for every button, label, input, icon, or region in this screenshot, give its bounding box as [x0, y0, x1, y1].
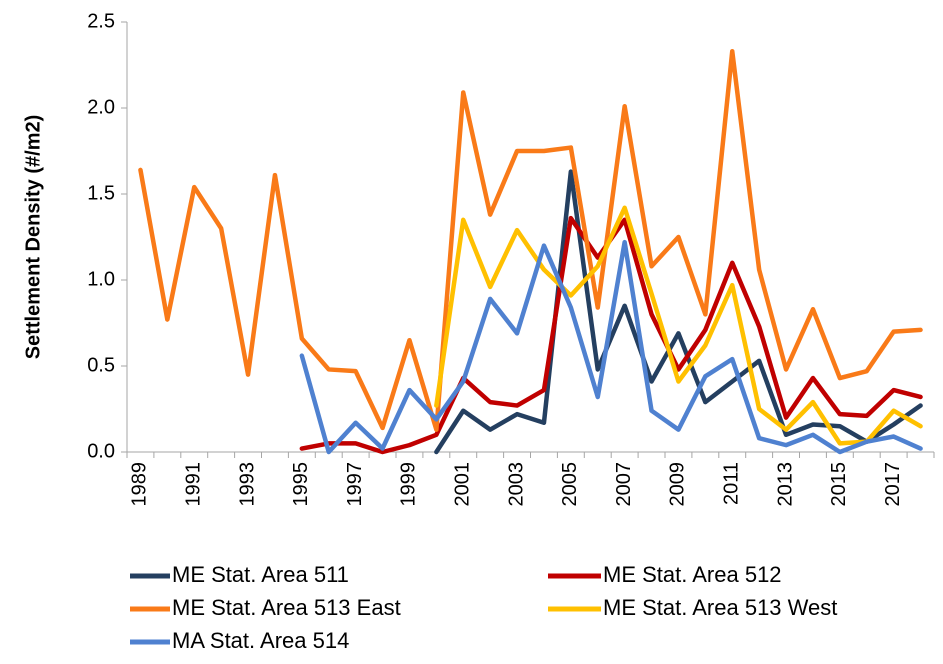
- y-tick-label: 0.5: [87, 354, 115, 376]
- series-line: [434, 205, 923, 446]
- x-tick-label: 1999: [398, 462, 420, 507]
- x-tick-label: 2003: [505, 462, 527, 507]
- x-tick-label: 1995: [290, 462, 312, 507]
- x-tick-label: 2017: [882, 462, 904, 507]
- y-tick-label: 2.5: [87, 10, 115, 32]
- x-tick-label: 1997: [344, 462, 366, 507]
- x-tick-label: 2011: [721, 462, 743, 505]
- legend-label: ME Stat. Area 513 East: [172, 595, 401, 620]
- x-tick-label: 2009: [667, 462, 689, 507]
- x-tick-label: 2015: [828, 462, 850, 507]
- y-tick-label: 1.0: [87, 268, 115, 290]
- y-axis-title: Settlement Density (#/m2): [22, 115, 44, 360]
- series-line: [434, 169, 923, 455]
- y-tick-label: 2.0: [87, 96, 115, 118]
- y-tick-label: 0.0: [87, 440, 115, 462]
- x-tick-label: 1993: [236, 462, 258, 507]
- legend-label: ME Stat. Area 513 West: [603, 595, 837, 620]
- series-line: [299, 239, 923, 455]
- legend-label: ME Stat. Area 511: [172, 562, 349, 587]
- series-line: [138, 48, 923, 432]
- x-tick-label: 1991: [183, 462, 205, 507]
- y-tick-label: 1.5: [87, 182, 115, 204]
- legend-label: MA Stat. Area 514: [172, 628, 349, 653]
- x-tick-label: 1989: [129, 462, 151, 507]
- x-tick-label: 2007: [613, 462, 635, 507]
- x-tick-label: 2005: [559, 462, 581, 507]
- x-tick-label: 2013: [774, 462, 796, 507]
- x-tick-label: 2001: [452, 462, 474, 507]
- legend-label: ME Stat. Area 512: [603, 562, 782, 587]
